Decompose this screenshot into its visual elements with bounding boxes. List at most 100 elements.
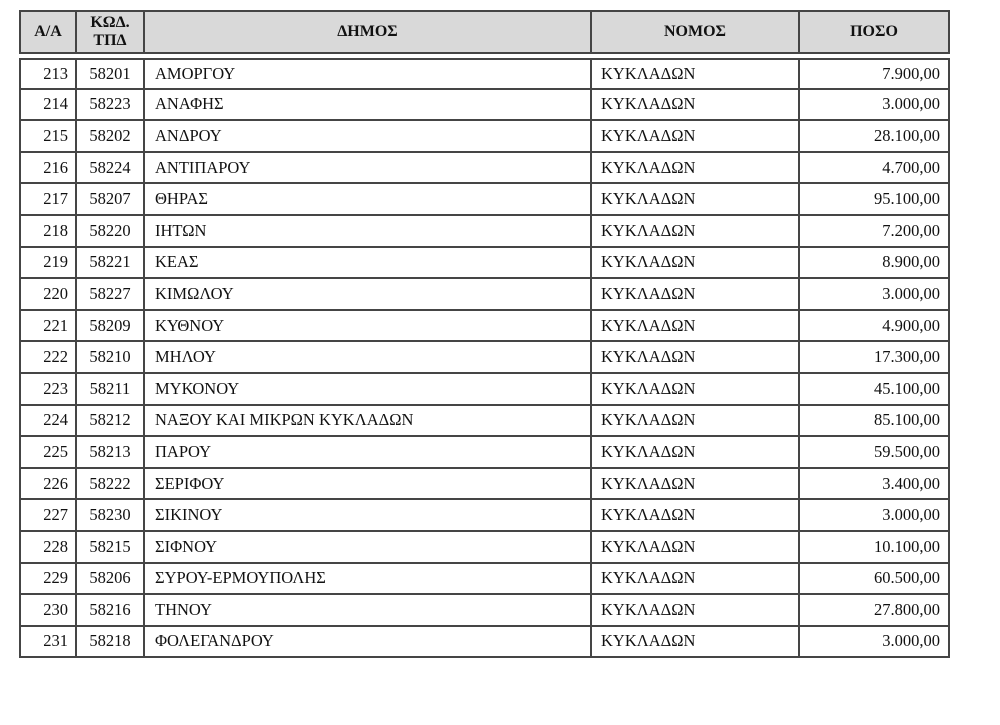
cell-kod-tpd: 58206 <box>75 563 143 596</box>
cell-kod-tpd: 58222 <box>75 468 143 501</box>
cell-aa: 229 <box>19 563 75 596</box>
cell-dimos: ΑΝΔΡΟΥ <box>143 121 590 153</box>
table-row: 224 58212 ΝΑΞΟΥ ΚΑΙ ΜΙΚΡΩΝ ΚΥΚΛΑΔΩΝ ΚΥΚΛ… <box>19 405 950 438</box>
cell-dimos: ΜΗΛΟΥ <box>143 342 590 374</box>
cell-poso: 3.000,00 <box>798 626 950 659</box>
cell-poso: 95.100,00 <box>798 184 950 216</box>
cell-aa: 218 <box>19 215 75 248</box>
table-row: 227 58230 ΣΙΚΙΝΟΥ ΚΥΚΛΑΔΩΝ 3.000,00 <box>19 500 950 532</box>
table-body: 213 58201 ΑΜΟΡΓΟΥ ΚΥΚΛΑΔΩΝ 7.900,00 214 … <box>19 58 950 659</box>
cell-poso: 7.200,00 <box>798 215 950 248</box>
cell-poso: 17.300,00 <box>798 342 950 374</box>
cell-aa: 227 <box>19 500 75 532</box>
table-body-table: 213 58201 ΑΜΟΡΓΟΥ ΚΥΚΛΑΔΩΝ 7.900,00 214 … <box>19 58 950 659</box>
cell-poso: 85.100,00 <box>798 405 950 438</box>
cell-poso: 4.700,00 <box>798 152 950 185</box>
cell-nomos: ΚΥΚΛΑΔΩΝ <box>590 373 798 406</box>
cell-nomos: ΚΥΚΛΑΔΩΝ <box>590 215 798 248</box>
cell-aa: 221 <box>19 310 75 343</box>
cell-nomos: ΚΥΚΛΑΔΩΝ <box>590 500 798 532</box>
cell-aa: 224 <box>19 405 75 438</box>
cell-dimos: ΣΙΚΙΝΟΥ <box>143 500 590 532</box>
cell-poso: 59.500,00 <box>798 437 950 469</box>
cell-aa: 223 <box>19 373 75 406</box>
allocation-table: Α/Α ΚΩΔ. ΤΠΔ ΔΗΜΟΣ ΝΟΜΟΣ ΠΟΣΟ 213 58201 … <box>19 10 950 659</box>
table-row: 214 58223 ΑΝΑΦΗΣ ΚΥΚΛΑΔΩΝ 3.000,00 <box>19 89 950 122</box>
table-row: 226 58222 ΣΕΡΙΦΟΥ ΚΥΚΛΑΔΩΝ 3.400,00 <box>19 468 950 501</box>
cell-poso: 3.400,00 <box>798 468 950 501</box>
cell-dimos: ΑΝΤΙΠΑΡΟΥ <box>143 152 590 185</box>
cell-aa: 216 <box>19 152 75 185</box>
cell-poso: 7.900,00 <box>798 58 950 90</box>
cell-nomos: ΚΥΚΛΑΔΩΝ <box>590 247 798 280</box>
cell-kod-tpd: 58202 <box>75 121 143 153</box>
cell-kod-tpd: 58221 <box>75 247 143 280</box>
cell-aa: 215 <box>19 121 75 153</box>
table-row: 222 58210 ΜΗΛΟΥ ΚΥΚΛΑΔΩΝ 17.300,00 <box>19 342 950 374</box>
cell-dimos: ΣΙΦΝΟΥ <box>143 531 590 564</box>
cell-nomos: ΚΥΚΛΑΔΩΝ <box>590 595 798 627</box>
cell-dimos: ΑΜΟΡΓΟΥ <box>143 58 590 90</box>
cell-kod-tpd: 58220 <box>75 215 143 248</box>
cell-dimos: ΚΥΘΝΟΥ <box>143 310 590 343</box>
table-row: 217 58207 ΘΗΡΑΣ ΚΥΚΛΑΔΩΝ 95.100,00 <box>19 184 950 216</box>
cell-poso: 3.000,00 <box>798 500 950 532</box>
header-row: Α/Α ΚΩΔ. ΤΠΔ ΔΗΜΟΣ ΝΟΜΟΣ ΠΟΣΟ <box>19 10 950 54</box>
cell-nomos: ΚΥΚΛΑΔΩΝ <box>590 342 798 374</box>
cell-aa: 222 <box>19 342 75 374</box>
cell-dimos: ΤΗΝΟΥ <box>143 595 590 627</box>
table-row: 218 58220 ΙΗΤΩΝ ΚΥΚΛΑΔΩΝ 7.200,00 <box>19 215 950 248</box>
cell-dimos: ΚΕΑΣ <box>143 247 590 280</box>
cell-poso: 27.800,00 <box>798 595 950 627</box>
cell-aa: 226 <box>19 468 75 501</box>
cell-nomos: ΚΥΚΛΑΔΩΝ <box>590 121 798 153</box>
cell-kod-tpd: 58218 <box>75 626 143 659</box>
cell-kod-tpd: 58223 <box>75 89 143 122</box>
cell-kod-tpd: 58224 <box>75 152 143 185</box>
cell-poso: 4.900,00 <box>798 310 950 343</box>
cell-aa: 214 <box>19 89 75 122</box>
table-row: 216 58224 ΑΝΤΙΠΑΡΟΥ ΚΥΚΛΑΔΩΝ 4.700,00 <box>19 152 950 185</box>
col-header-kod-tpd: ΚΩΔ. ΤΠΔ <box>75 10 143 54</box>
table-row: 213 58201 ΑΜΟΡΓΟΥ ΚΥΚΛΑΔΩΝ 7.900,00 <box>19 58 950 90</box>
table-row: 219 58221 ΚΕΑΣ ΚΥΚΛΑΔΩΝ 8.900,00 <box>19 247 950 280</box>
table-row: 230 58216 ΤΗΝΟΥ ΚΥΚΛΑΔΩΝ 27.800,00 <box>19 595 950 627</box>
cell-poso: 45.100,00 <box>798 373 950 406</box>
cell-kod-tpd: 58209 <box>75 310 143 343</box>
cell-aa: 217 <box>19 184 75 216</box>
table-header: Α/Α ΚΩΔ. ΤΠΔ ΔΗΜΟΣ ΝΟΜΟΣ ΠΟΣΟ <box>19 10 950 54</box>
cell-dimos: ΙΗΤΩΝ <box>143 215 590 248</box>
cell-nomos: ΚΥΚΛΑΔΩΝ <box>590 58 798 90</box>
cell-dimos: ΦΟΛΕΓΑΝΔΡΟΥ <box>143 626 590 659</box>
cell-aa: 230 <box>19 595 75 627</box>
table-row: 225 58213 ΠΑΡΟΥ ΚΥΚΛΑΔΩΝ 59.500,00 <box>19 437 950 469</box>
cell-dimos: ΣΕΡΙΦΟΥ <box>143 468 590 501</box>
cell-aa: 231 <box>19 626 75 659</box>
cell-kod-tpd: 58212 <box>75 405 143 438</box>
cell-nomos: ΚΥΚΛΑΔΩΝ <box>590 310 798 343</box>
cell-nomos: ΚΥΚΛΑΔΩΝ <box>590 405 798 438</box>
cell-dimos: ΑΝΑΦΗΣ <box>143 89 590 122</box>
cell-nomos: ΚΥΚΛΑΔΩΝ <box>590 468 798 501</box>
cell-nomos: ΚΥΚΛΑΔΩΝ <box>590 279 798 311</box>
table-row: 221 58209 ΚΥΘΝΟΥ ΚΥΚΛΑΔΩΝ 4.900,00 <box>19 310 950 343</box>
cell-dimos: ΘΗΡΑΣ <box>143 184 590 216</box>
cell-aa: 225 <box>19 437 75 469</box>
cell-poso: 3.000,00 <box>798 89 950 122</box>
table-row: 220 58227 ΚΙΜΩΛΟΥ ΚΥΚΛΑΔΩΝ 3.000,00 <box>19 279 950 311</box>
cell-kod-tpd: 58211 <box>75 373 143 406</box>
col-header-nomos: ΝΟΜΟΣ <box>590 10 798 54</box>
cell-dimos: ΜΥΚΟΝΟΥ <box>143 373 590 406</box>
cell-poso: 8.900,00 <box>798 247 950 280</box>
table-row: 215 58202 ΑΝΔΡΟΥ ΚΥΚΛΑΔΩΝ 28.100,00 <box>19 121 950 153</box>
table-row: 229 58206 ΣΥΡΟΥ-ΕΡΜΟΥΠΟΛΗΣ ΚΥΚΛΑΔΩΝ 60.5… <box>19 563 950 596</box>
cell-nomos: ΚΥΚΛΑΔΩΝ <box>590 89 798 122</box>
cell-aa: 219 <box>19 247 75 280</box>
cell-poso: 28.100,00 <box>798 121 950 153</box>
cell-kod-tpd: 58216 <box>75 595 143 627</box>
table-row: 228 58215 ΣΙΦΝΟΥ ΚΥΚΛΑΔΩΝ 10.100,00 <box>19 531 950 564</box>
cell-dimos: ΠΑΡΟΥ <box>143 437 590 469</box>
cell-poso: 60.500,00 <box>798 563 950 596</box>
cell-nomos: ΚΥΚΛΑΔΩΝ <box>590 184 798 216</box>
